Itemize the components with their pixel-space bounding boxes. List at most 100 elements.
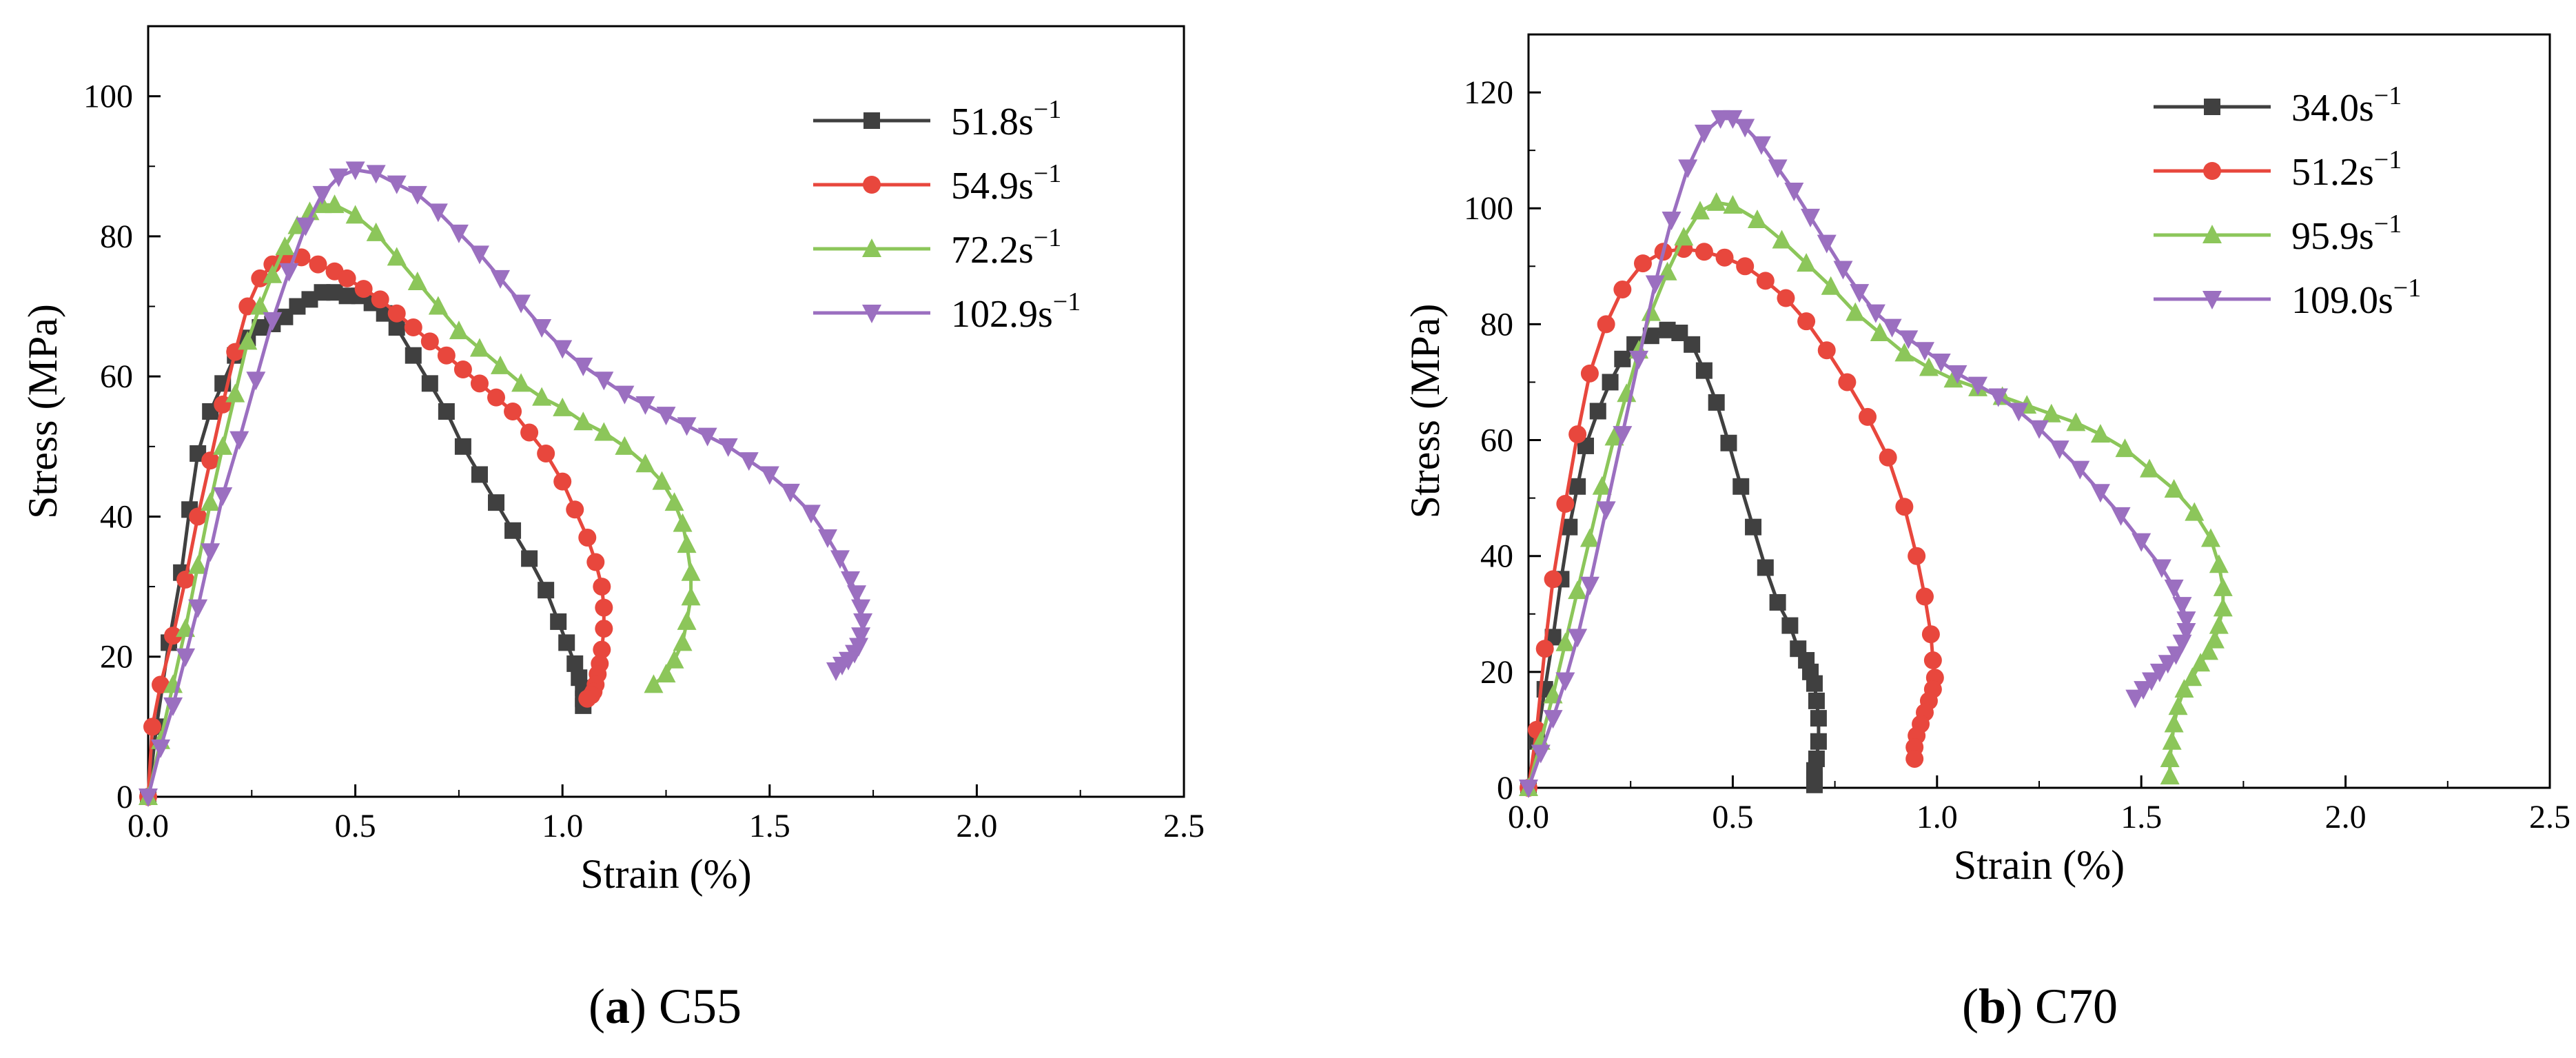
data-point [593, 578, 611, 596]
data-point [553, 472, 572, 491]
data-point [1695, 362, 1713, 379]
data-point [428, 203, 448, 223]
data-point [1568, 580, 1588, 600]
data-point [566, 655, 584, 672]
legend-marker [2202, 225, 2222, 243]
data-point [594, 422, 614, 441]
data-point [1556, 495, 1575, 513]
data-point [1710, 110, 1730, 129]
data-point [1931, 354, 1951, 373]
data-point [325, 194, 345, 214]
data-point [504, 403, 522, 420]
data-point [673, 513, 693, 532]
data-point [1690, 201, 1710, 220]
data-point [279, 263, 299, 282]
legend-marker [2204, 99, 2220, 115]
data-point [345, 161, 365, 181]
data-point [2125, 689, 2145, 709]
data-point [2132, 533, 2151, 552]
y-tick-label: 80 [1480, 306, 1513, 343]
data-point [300, 201, 320, 221]
data-point [1797, 312, 1816, 331]
data-point [213, 487, 233, 506]
series-line [146, 203, 693, 797]
y-tick-label: 20 [100, 639, 133, 675]
data-point [2164, 479, 2184, 498]
series-3 [139, 161, 873, 807]
caption-letter: b [1979, 979, 2006, 1034]
data-point [420, 332, 439, 351]
data-point [246, 372, 266, 391]
data-point [593, 640, 611, 659]
x-axis-title: Strain (%) [580, 851, 751, 897]
data-point [188, 599, 208, 618]
data-point [826, 662, 846, 682]
data-point [1838, 373, 1857, 391]
data-point [1736, 257, 1755, 276]
data-point [1732, 478, 1750, 495]
data-point [1768, 159, 1788, 179]
data-point [2185, 502, 2205, 521]
data-point [2070, 460, 2090, 480]
data-point [1745, 518, 1762, 536]
x-tick-label: 0.5 [335, 808, 376, 844]
data-point [1879, 448, 1897, 467]
data-point [152, 675, 170, 694]
data-point [2066, 412, 2086, 431]
series-2 [139, 194, 701, 805]
data-point [1968, 376, 1988, 396]
data-point [470, 374, 489, 393]
legend-label-superscript: −1 [1034, 223, 1061, 252]
data-point [1592, 476, 1612, 495]
data-point [1662, 212, 1681, 231]
data-point [1720, 434, 1737, 451]
data-point [759, 466, 779, 485]
data-point [2176, 611, 2196, 631]
legend-entry: 54.9s−1 [813, 159, 1061, 207]
data-point [817, 529, 837, 548]
data-point [2199, 641, 2219, 660]
data-point [1769, 593, 1786, 611]
data-point [1908, 547, 1926, 565]
data-point [1568, 425, 1587, 444]
data-point [1859, 407, 1877, 426]
data-point [1641, 302, 1661, 321]
data-point [449, 224, 469, 243]
legend-entry: 72.2s−1 [813, 223, 1061, 272]
legend-entry: 102.9s−1 [813, 287, 1081, 336]
y-axis-title: Stress (MPa) [20, 304, 65, 519]
data-point [225, 383, 245, 403]
data-point [532, 387, 552, 406]
data-point [2191, 653, 2211, 672]
data-point [550, 613, 567, 630]
y-tick-label: 60 [100, 358, 133, 395]
legend-entry: 34.0s−1 [2154, 81, 2402, 130]
x-tick-label: 2.5 [1163, 808, 1205, 844]
data-point [739, 452, 759, 471]
data-point [1613, 280, 1632, 298]
data-point [2205, 629, 2225, 649]
data-point [664, 649, 684, 669]
data-point [520, 423, 539, 442]
x-tick-label: 2.0 [2325, 799, 2367, 835]
data-point [1821, 276, 1841, 295]
data-point [1817, 341, 1836, 360]
y-tick-label: 100 [83, 79, 133, 115]
data-point [2111, 507, 2131, 526]
data-point [656, 664, 676, 683]
data-point [1580, 528, 1599, 547]
data-point [578, 689, 597, 708]
x-tick-label: 2.5 [2529, 799, 2570, 835]
data-point [1781, 617, 1799, 634]
y-tick-label: 0 [116, 779, 133, 815]
data-point [1988, 388, 2008, 407]
data-point [1580, 576, 1599, 596]
data-point [387, 247, 407, 266]
data-point [428, 296, 448, 315]
data-point [635, 454, 655, 473]
data-point [1568, 629, 1588, 648]
data-point [1810, 733, 1827, 750]
data-point [176, 648, 196, 667]
data-point [1784, 183, 1804, 202]
